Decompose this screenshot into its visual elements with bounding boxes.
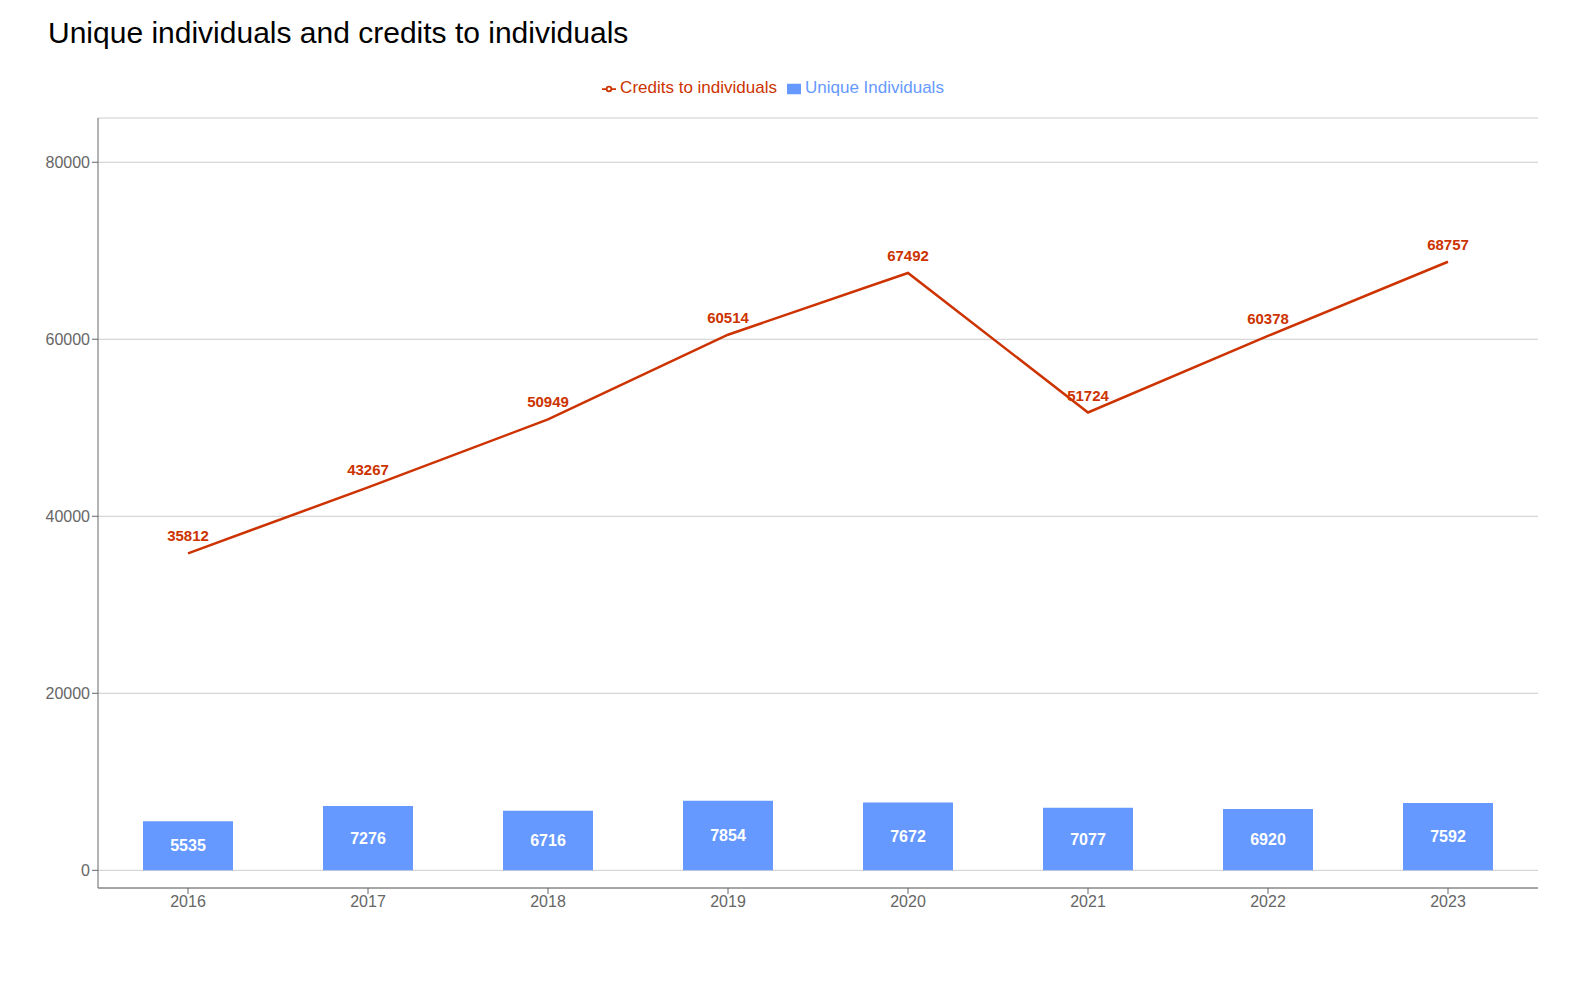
svg-text:68757: 68757 bbox=[1427, 236, 1469, 253]
svg-text:80000: 80000 bbox=[46, 154, 91, 171]
svg-text:6716: 6716 bbox=[530, 832, 566, 849]
svg-text:7854: 7854 bbox=[710, 827, 746, 844]
svg-text:2022: 2022 bbox=[1250, 893, 1286, 910]
svg-text:67492: 67492 bbox=[887, 247, 929, 264]
svg-text:60000: 60000 bbox=[46, 331, 91, 348]
svg-text:2019: 2019 bbox=[710, 893, 746, 910]
svg-text:51724: 51724 bbox=[1067, 387, 1109, 404]
svg-text:43267: 43267 bbox=[347, 461, 389, 478]
svg-text:5535: 5535 bbox=[170, 837, 206, 854]
html-text:Unique individuals and credits: Unique individuals and credits to indivi… bbox=[48, 16, 629, 49]
svg-text:2020: 2020 bbox=[890, 893, 926, 910]
svg-text:60514: 60514 bbox=[707, 309, 749, 326]
svg-text:35812: 35812 bbox=[167, 527, 209, 544]
svg-text:2023: 2023 bbox=[1430, 893, 1466, 910]
svg-text:2021: 2021 bbox=[1070, 893, 1106, 910]
svg-text:7592: 7592 bbox=[1430, 828, 1466, 845]
svg-text:50949: 50949 bbox=[527, 393, 569, 410]
html-text:Credits to individuals: Credits to individuals bbox=[620, 78, 777, 97]
svg-text:7672: 7672 bbox=[890, 828, 926, 845]
svg-text:20000: 20000 bbox=[46, 685, 91, 702]
svg-text:2018: 2018 bbox=[530, 893, 566, 910]
svg-text:2017: 2017 bbox=[350, 893, 386, 910]
svg-text:0: 0 bbox=[81, 862, 90, 879]
svg-text:60378: 60378 bbox=[1247, 310, 1289, 327]
svg-text:7077: 7077 bbox=[1070, 831, 1106, 848]
svg-text:6920: 6920 bbox=[1250, 831, 1286, 848]
svg-text:40000: 40000 bbox=[46, 508, 91, 525]
svg-text:2016: 2016 bbox=[170, 893, 206, 910]
svg-text:7276: 7276 bbox=[350, 830, 386, 847]
html-text:Unique Individuals: Unique Individuals bbox=[805, 78, 944, 97]
